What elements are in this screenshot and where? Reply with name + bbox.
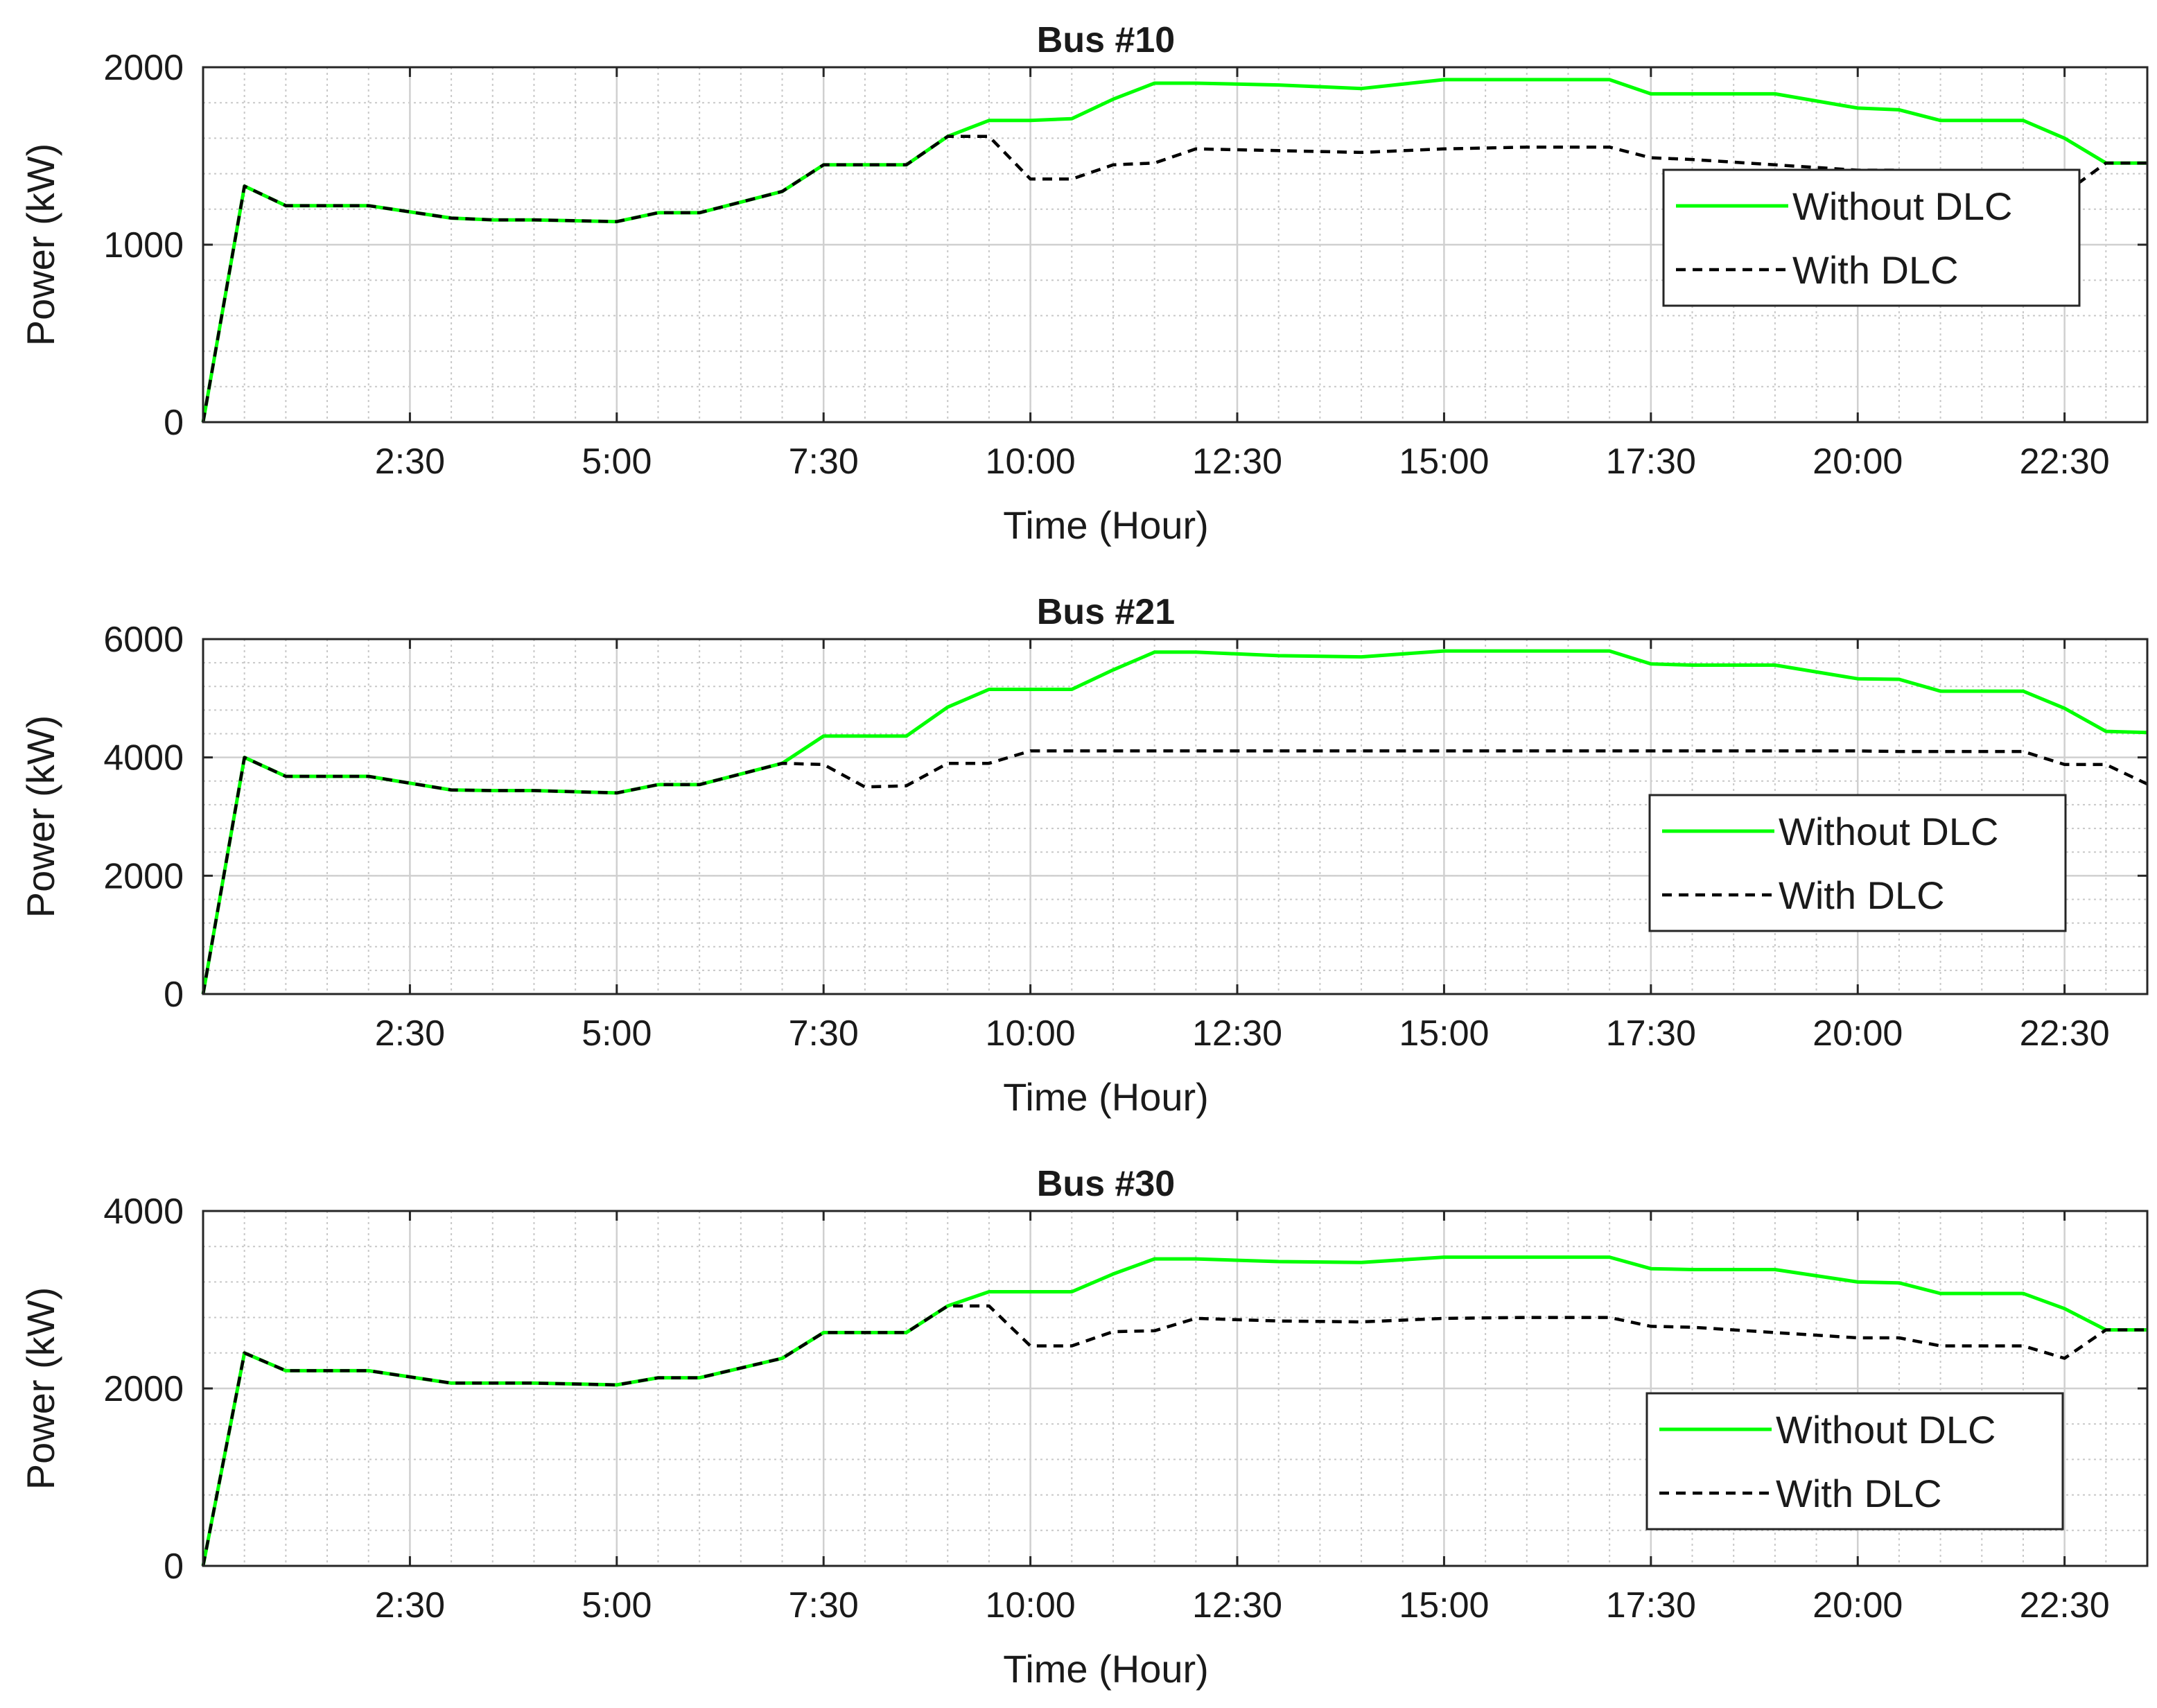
x-tick-label: 5:00	[582, 442, 652, 482]
x-tick-label: 10:00	[986, 442, 1076, 482]
series-line-with-dlc	[201, 134, 2147, 423]
grid	[203, 639, 2147, 994]
series-group	[201, 78, 2147, 423]
chart-title: Bus #30	[1037, 1164, 1175, 1204]
x-tick-label: 7:30	[789, 1013, 859, 1054]
legend: Without DLC With DLC	[1662, 168, 2081, 307]
y-tick-label: 0	[164, 1546, 184, 1587]
x-tick-label: 20:00	[1813, 1013, 1903, 1054]
legend-box	[1648, 794, 2067, 932]
series-line-without-dlc	[201, 78, 2147, 423]
y-axis-label: Power (kW)	[19, 1287, 62, 1490]
y-axis-ticks: 0 2000 4000	[103, 1192, 2147, 1587]
chart-panel-2: 2:30 5:00 7:30 10:00 12:30 15:00 17:30 20:00 22:…	[19, 592, 2149, 1119]
y-tick-label: 4000	[103, 1192, 184, 1232]
x-tick-label: 10:00	[986, 1585, 1076, 1626]
x-tick-label: 10:00	[986, 1013, 1076, 1054]
y-axis-label: Power (kW)	[19, 715, 62, 918]
axes-frame	[202, 638, 2149, 995]
y-tick-label: 6000	[103, 620, 184, 660]
y-axis-label: Power (kW)	[19, 143, 62, 346]
x-tick-label: 15:00	[1399, 1585, 1489, 1626]
x-axis-label: Time (Hour)	[1003, 503, 1209, 547]
x-tick-label: 15:00	[1399, 1013, 1489, 1054]
legend-entry-label: Without DLC	[1776, 1408, 1996, 1452]
x-tick-label: 22:30	[2020, 1013, 2110, 1054]
y-tick-label: 2000	[103, 1369, 184, 1409]
x-axis-ticks: 2:30 5:00 7:30 10:00 12:30 15:00 17:30 20:00 22:…	[375, 1211, 2110, 1626]
series-line-without-dlc	[201, 649, 2148, 995]
series-group	[201, 649, 2148, 995]
x-tick-label: 12:30	[1192, 1013, 1282, 1054]
x-tick-label: 2:30	[375, 1013, 445, 1054]
legend-box	[1645, 1392, 2064, 1531]
x-axis-label: Time (Hour)	[1003, 1647, 1209, 1691]
chart-panel-1: 2:30 5:00 7:30 10:00 12:30 15:00 17:30 20:00 22:…	[19, 20, 2149, 547]
x-axis-ticks: 2:30 5:00 7:30 10:00 12:30 15:00 17:30 20:00 22:…	[375, 639, 2110, 1054]
y-tick-label: 1000	[103, 225, 184, 265]
x-tick-label: 20:00	[1813, 442, 1903, 482]
series-line-with-dlc	[201, 749, 2148, 995]
legend: Without DLC With DLC	[1645, 1392, 2064, 1531]
y-tick-label: 2000	[103, 48, 184, 88]
x-tick-label: 2:30	[375, 442, 445, 482]
x-tick-label: 17:30	[1606, 1585, 1696, 1626]
legend-entry-label: With DLC	[1792, 248, 1959, 292]
x-tick-label: 15:00	[1399, 442, 1489, 482]
x-tick-label: 22:30	[2020, 1585, 2110, 1626]
x-tick-label: 7:30	[789, 442, 859, 482]
x-axis-ticks: 2:30 5:00 7:30 10:00 12:30 15:00 17:30 20:00 22:…	[375, 67, 2110, 482]
chart-title: Bus #10	[1037, 20, 1175, 60]
legend-box	[1662, 168, 2081, 307]
x-tick-label: 20:00	[1813, 1585, 1903, 1626]
y-tick-label: 4000	[103, 738, 184, 778]
x-tick-label: 22:30	[2020, 442, 2110, 482]
charts-container: 2:30 5:00 7:30 10:00 12:30 15:00 17:30 20:00 22:…	[19, 20, 2149, 1691]
x-tick-label: 17:30	[1606, 442, 1696, 482]
x-tick-label: 12:30	[1192, 442, 1282, 482]
x-tick-label: 5:00	[582, 1585, 652, 1626]
x-tick-label: 17:30	[1606, 1013, 1696, 1054]
x-axis-label: Time (Hour)	[1003, 1075, 1209, 1119]
legend-entry-label: Without DLC	[1779, 810, 1998, 853]
y-axis-ticks: 0 1000 2000	[103, 48, 2147, 443]
legend: Without DLC With DLC	[1648, 794, 2067, 932]
legend-entry-label: With DLC	[1776, 1472, 1942, 1515]
chart-title: Bus #21	[1037, 592, 1175, 632]
y-tick-label: 0	[164, 403, 184, 443]
x-tick-label: 7:30	[789, 1585, 859, 1626]
y-tick-label: 0	[164, 975, 184, 1015]
legend-entry-label: Without DLC	[1792, 184, 2012, 228]
chart-panel-3: 2:30 5:00 7:30 10:00 12:30 15:00 17:30 20:00 22:…	[19, 1164, 2149, 1691]
x-tick-label: 2:30	[375, 1585, 445, 1626]
x-tick-label: 12:30	[1192, 1585, 1282, 1626]
x-tick-label: 5:00	[582, 1013, 652, 1054]
series-line-with-dlc	[201, 1304, 2147, 1567]
series-group	[201, 1255, 2147, 1567]
y-tick-label: 2000	[103, 856, 184, 896]
legend-entry-label: With DLC	[1779, 873, 1945, 917]
y-axis-ticks: 0 2000 4000 6000	[103, 620, 2147, 1015]
